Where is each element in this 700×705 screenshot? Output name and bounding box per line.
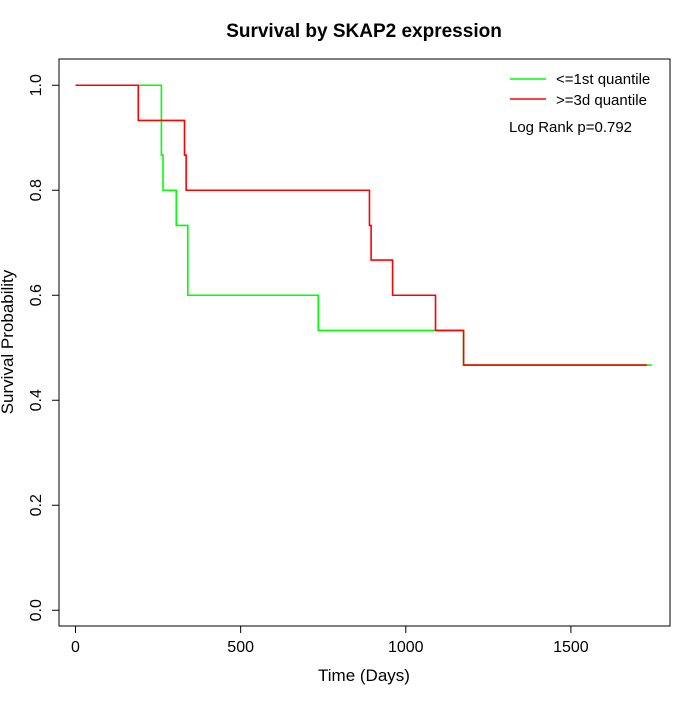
y-tick-label: 0.6 [28,284,45,306]
y-tick-label: 0.0 [28,599,45,621]
x-tick-label: 1500 [553,639,589,656]
y-tick-label: 0.8 [28,179,45,201]
x-tick-label: 0 [71,639,80,656]
y-axis: 0.0 0.2 0.4 0.6 0.8 1.0 [28,74,60,621]
chart-title: Survival by SKAP2 expression [226,21,502,42]
x-axis: 0 500 1000 1500 [71,625,589,656]
y-tick-label: 1.0 [28,74,45,96]
survival-curve-high-quantile [75,84,647,366]
survival-curve-low-quantile [75,84,652,366]
y-tick-label: 0.2 [28,494,45,516]
y-axis-label: Survival Probability [0,269,17,414]
legend-label-low-quantile: <=1st quantile [556,71,650,88]
legend: <=1st quantile >=3d quantile [510,71,650,109]
log-rank-annotation: Log Rank p=0.792 [509,119,632,136]
x-tick-label: 500 [227,639,254,656]
y-tick-label: 0.4 [28,389,45,411]
series-group [75,84,652,366]
x-axis-label: Time (Days) [318,666,410,685]
legend-label-high-quantile: >=3d quantile [556,92,647,109]
x-tick-label: 1000 [388,639,424,656]
